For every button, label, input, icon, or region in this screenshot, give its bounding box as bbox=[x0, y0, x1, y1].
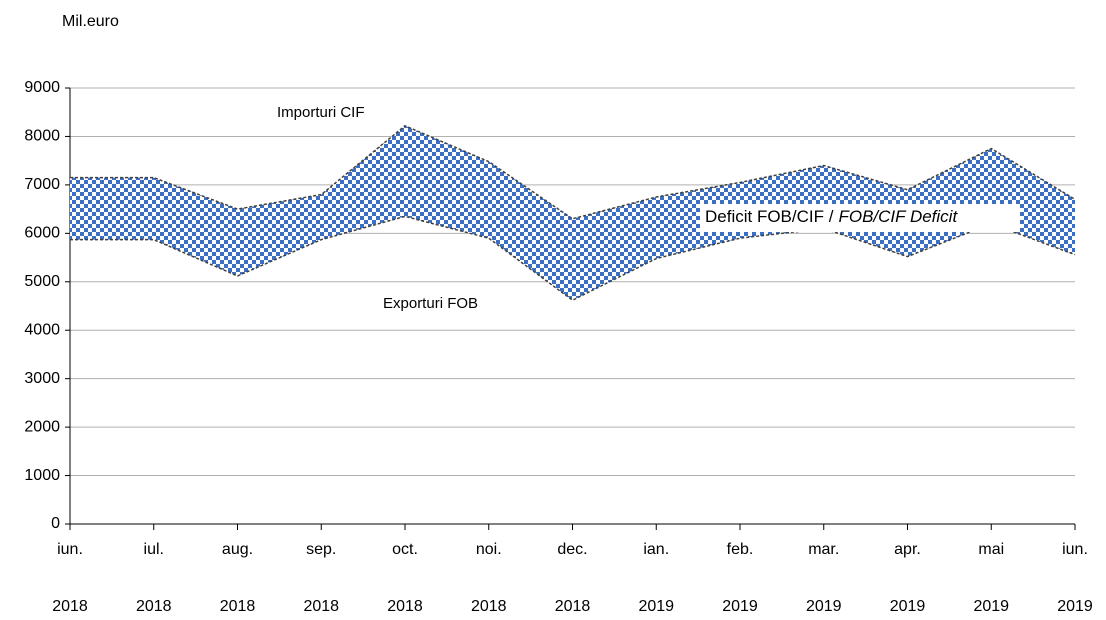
y-tick-label: 1000 bbox=[24, 467, 60, 484]
annotation: Deficit FOB/CIF / FOB/CIF Deficit bbox=[705, 207, 958, 226]
x-tick-label: 2018 bbox=[220, 598, 256, 615]
x-tick-label: sep. bbox=[306, 541, 336, 558]
x-tick-label: iul. bbox=[144, 541, 164, 558]
series-line bbox=[70, 215, 1076, 302]
grid bbox=[65, 87, 1076, 530]
x-tick-label: oct. bbox=[392, 541, 418, 558]
deficit-area bbox=[70, 125, 1075, 301]
x-tick-label: mai bbox=[978, 541, 1004, 558]
annotation-part: FOB/CIF Deficit bbox=[838, 207, 958, 226]
x-tick-label: dec. bbox=[557, 541, 587, 558]
y-tick-label: 9000 bbox=[24, 79, 60, 96]
x-tick-label: 2019 bbox=[973, 598, 1009, 615]
marks bbox=[70, 124, 1076, 302]
x-tick-label: 2019 bbox=[890, 598, 926, 615]
y-tick-label: 2000 bbox=[24, 418, 60, 435]
x-tick-label: apr. bbox=[894, 541, 921, 558]
x-tick-label: 2018 bbox=[555, 598, 591, 615]
labels: 0 1000 2000 3000 4000 5000 6000 7000 8000 9000 iun… bbox=[24, 79, 1092, 615]
x-tick-label: 2019 bbox=[806, 598, 842, 615]
x-tick-label: 2018 bbox=[303, 598, 339, 615]
x-tick-label: aug. bbox=[222, 541, 253, 558]
x-tick-label: 2018 bbox=[387, 598, 423, 615]
x-tick-label: ian. bbox=[643, 541, 669, 558]
x-tick-label: iun. bbox=[1062, 541, 1088, 558]
y-tick-label: 0 bbox=[51, 515, 60, 532]
series-label: Importuri CIF bbox=[277, 104, 365, 121]
x-tick-label: noi. bbox=[476, 541, 502, 558]
x-tick-label: 2018 bbox=[52, 598, 88, 615]
y-axis-label: Mil.euro bbox=[62, 13, 119, 30]
x-tick-label: 2019 bbox=[638, 598, 674, 615]
x-tick-label: mar. bbox=[808, 541, 839, 558]
y-tick-label: 4000 bbox=[24, 321, 60, 338]
x-tick-label: feb. bbox=[727, 541, 754, 558]
y-tick-label: 6000 bbox=[24, 225, 60, 242]
x-tick-label: iun. bbox=[57, 541, 83, 558]
y-tick-label: 8000 bbox=[24, 128, 60, 145]
series-label: Exporturi FOB bbox=[383, 295, 478, 312]
annotation-part: Deficit FOB/CIF / bbox=[705, 207, 834, 226]
y-tick-label: 5000 bbox=[24, 273, 60, 290]
y-tick-label: 7000 bbox=[24, 176, 60, 193]
x-tick-label: 2018 bbox=[471, 598, 507, 615]
x-tick-label: 2019 bbox=[1057, 598, 1093, 615]
x-tick-label: 2018 bbox=[136, 598, 172, 615]
annotation-box bbox=[700, 204, 1020, 232]
x-tick-label: 2019 bbox=[722, 598, 758, 615]
y-tick-label: 3000 bbox=[24, 370, 60, 387]
